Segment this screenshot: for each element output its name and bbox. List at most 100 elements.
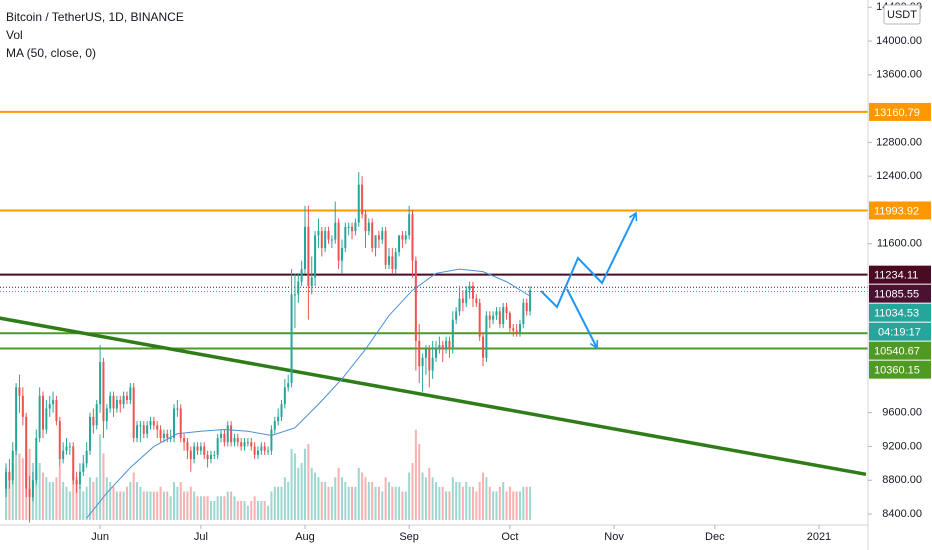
y-tick-label: 8400.00 — [882, 508, 922, 520]
volume-bar — [263, 501, 266, 520]
candle-body — [125, 395, 128, 400]
candle-body — [287, 383, 290, 388]
volume-bar — [340, 477, 343, 520]
y-tick-label: 9200.00 — [882, 440, 922, 452]
candle-body — [435, 349, 438, 358]
volume-bar — [41, 472, 45, 520]
candle-body — [344, 226, 347, 248]
volume-bar — [149, 491, 152, 520]
volume-bar — [431, 477, 434, 520]
volume-bar — [233, 496, 236, 520]
volume-bar — [139, 486, 142, 520]
candle-body — [68, 446, 71, 448]
volume-bar — [273, 486, 276, 520]
volume-bar — [280, 486, 283, 520]
candle-body — [290, 294, 293, 384]
candle-body — [230, 425, 233, 443]
volume-bar — [99, 434, 102, 520]
currency-label[interactable]: USDT — [887, 9, 917, 21]
candle-body — [465, 290, 468, 303]
volume-bar — [220, 496, 223, 520]
candle-body — [156, 425, 159, 430]
volume-bar — [8, 472, 11, 520]
candle-body — [351, 226, 354, 232]
volume-bar — [18, 453, 21, 520]
candle-body — [347, 226, 350, 228]
volume-bar — [465, 482, 468, 520]
volume-bar — [384, 477, 387, 520]
candle-body — [461, 298, 464, 303]
candle-body — [48, 404, 51, 409]
volume-bar — [102, 453, 105, 520]
volume-bar — [498, 486, 501, 520]
volume-bar — [136, 482, 139, 520]
volume-bar — [152, 491, 155, 520]
volume-bar — [408, 472, 411, 520]
volume-bar — [112, 486, 115, 520]
volume-bar — [448, 491, 451, 520]
level-label-box — [869, 360, 931, 379]
volume-bar — [72, 472, 75, 520]
volume-bar — [142, 491, 145, 520]
volume-bar — [505, 491, 508, 520]
volume-bar — [435, 482, 438, 520]
volume-bar — [85, 486, 88, 520]
volume-bar — [344, 482, 347, 520]
candle-body — [11, 450, 14, 481]
volume-bar — [179, 482, 182, 520]
volume-bar — [156, 491, 159, 520]
volume-bar — [310, 467, 313, 520]
volume-bar — [327, 486, 330, 520]
volume-bar — [502, 482, 505, 520]
volume-bar — [364, 477, 367, 520]
volume-bar — [317, 477, 320, 520]
volume-bar — [438, 486, 441, 520]
candle-body — [102, 361, 105, 422]
candle-body — [320, 231, 323, 248]
candle-body — [223, 433, 226, 443]
volume-bar — [424, 477, 427, 520]
volume-bar — [283, 477, 286, 520]
volume-bar — [445, 491, 448, 520]
candle-body — [381, 231, 384, 240]
volume-bar — [159, 486, 162, 520]
candle-body — [216, 438, 219, 455]
candle-body — [119, 400, 122, 405]
level-label-box — [869, 102, 931, 121]
volume-bar — [357, 467, 360, 520]
candle-body — [485, 315, 488, 358]
volume-bar — [508, 486, 511, 520]
candle-body — [55, 400, 58, 422]
x-tick-label: Nov — [604, 531, 624, 543]
currency-box[interactable] — [883, 4, 921, 25]
candle-body — [250, 442, 253, 447]
volume-bar — [65, 486, 68, 520]
volume-bar — [186, 491, 189, 520]
candle-body — [505, 307, 508, 314]
volume-bar — [246, 505, 249, 520]
volume-bar — [105, 477, 108, 520]
volume-bar — [169, 496, 172, 520]
candle-body — [387, 256, 390, 265]
level-label-box — [869, 201, 931, 220]
volume-bar — [45, 477, 48, 520]
y-tick-label: 12400.00 — [876, 170, 922, 182]
volume-bar — [411, 463, 414, 520]
volume-bar — [183, 491, 186, 520]
volume-bar — [125, 486, 128, 520]
level-label-box — [869, 284, 931, 303]
candle-body — [52, 400, 55, 405]
candle-body — [183, 438, 186, 443]
candle-body — [488, 315, 491, 320]
candle-body — [149, 421, 152, 426]
candle-body — [186, 442, 189, 451]
level-label: 10540.67 — [874, 346, 920, 358]
candle-body — [25, 416, 28, 489]
plot-area — [0, 110, 868, 523]
volume-bar — [485, 477, 488, 520]
volume-bar — [240, 501, 243, 520]
volume-bar — [230, 491, 233, 520]
volume-bar — [226, 491, 229, 520]
volume-bar — [58, 467, 61, 520]
candle-body — [398, 235, 401, 253]
